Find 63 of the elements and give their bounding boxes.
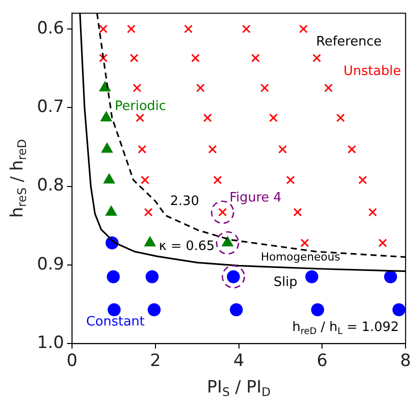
point: [99, 54, 108, 62]
point: [242, 24, 251, 34]
x-tick-label: 0: [66, 351, 78, 372]
point: [269, 114, 278, 122]
point: [203, 114, 212, 122]
point: [184, 24, 193, 34]
point: [196, 84, 205, 92]
point: [368, 208, 377, 217]
point: [99, 24, 108, 34]
point: [140, 176, 150, 184]
point: [130, 54, 138, 62]
y-tick-label: 0.7: [36, 97, 64, 118]
point: [312, 54, 322, 62]
point: [305, 270, 318, 284]
point: [136, 114, 144, 122]
point: [148, 303, 161, 316]
point: [216, 231, 240, 255]
point: [106, 270, 120, 284]
point: [299, 24, 308, 34]
point: [278, 145, 287, 154]
point: [286, 176, 295, 184]
series-label: Constant: [86, 314, 145, 330]
point: [191, 54, 200, 62]
point: [300, 238, 309, 248]
point: [213, 176, 222, 184]
point: [222, 265, 246, 288]
point: [144, 208, 153, 217]
annotation: Homogeneous: [260, 250, 340, 264]
point: [392, 303, 406, 316]
point: [106, 206, 117, 216]
y-axis-title: hreS / hreD: [7, 139, 30, 218]
point: [336, 114, 345, 122]
point: [293, 208, 302, 217]
point: [208, 145, 217, 154]
series-label: κ = 0.65: [158, 239, 215, 254]
y-tick-label: 0.9: [36, 254, 64, 274]
point: [230, 303, 243, 316]
point: [384, 270, 398, 284]
point: [251, 54, 260, 62]
point: [132, 84, 142, 92]
y-tick-label: 0.8: [36, 176, 64, 196]
series-label: Periodic: [114, 99, 166, 114]
x-tick-label: 4: [233, 351, 244, 372]
point: [378, 238, 387, 248]
series-label: Figure 4: [229, 190, 282, 206]
annotation: Slip: [274, 274, 298, 290]
point: [138, 145, 146, 154]
x-tick-label: 8: [400, 351, 412, 372]
series-label: Unstable: [344, 64, 401, 80]
point: [324, 84, 333, 92]
point: [260, 84, 269, 92]
x-tick-label: 2: [150, 351, 161, 372]
annotation: Reference: [316, 34, 382, 50]
point: [348, 145, 356, 154]
y-tick-label: 1.0: [36, 333, 64, 354]
point: [108, 303, 121, 316]
point: [146, 270, 159, 284]
y-tick-label: 0.6: [36, 18, 64, 38]
point: [126, 24, 136, 34]
point: [358, 176, 367, 184]
x-tick-label: 6: [316, 351, 328, 372]
point: [311, 303, 324, 316]
series-label: 2.30: [170, 194, 200, 210]
